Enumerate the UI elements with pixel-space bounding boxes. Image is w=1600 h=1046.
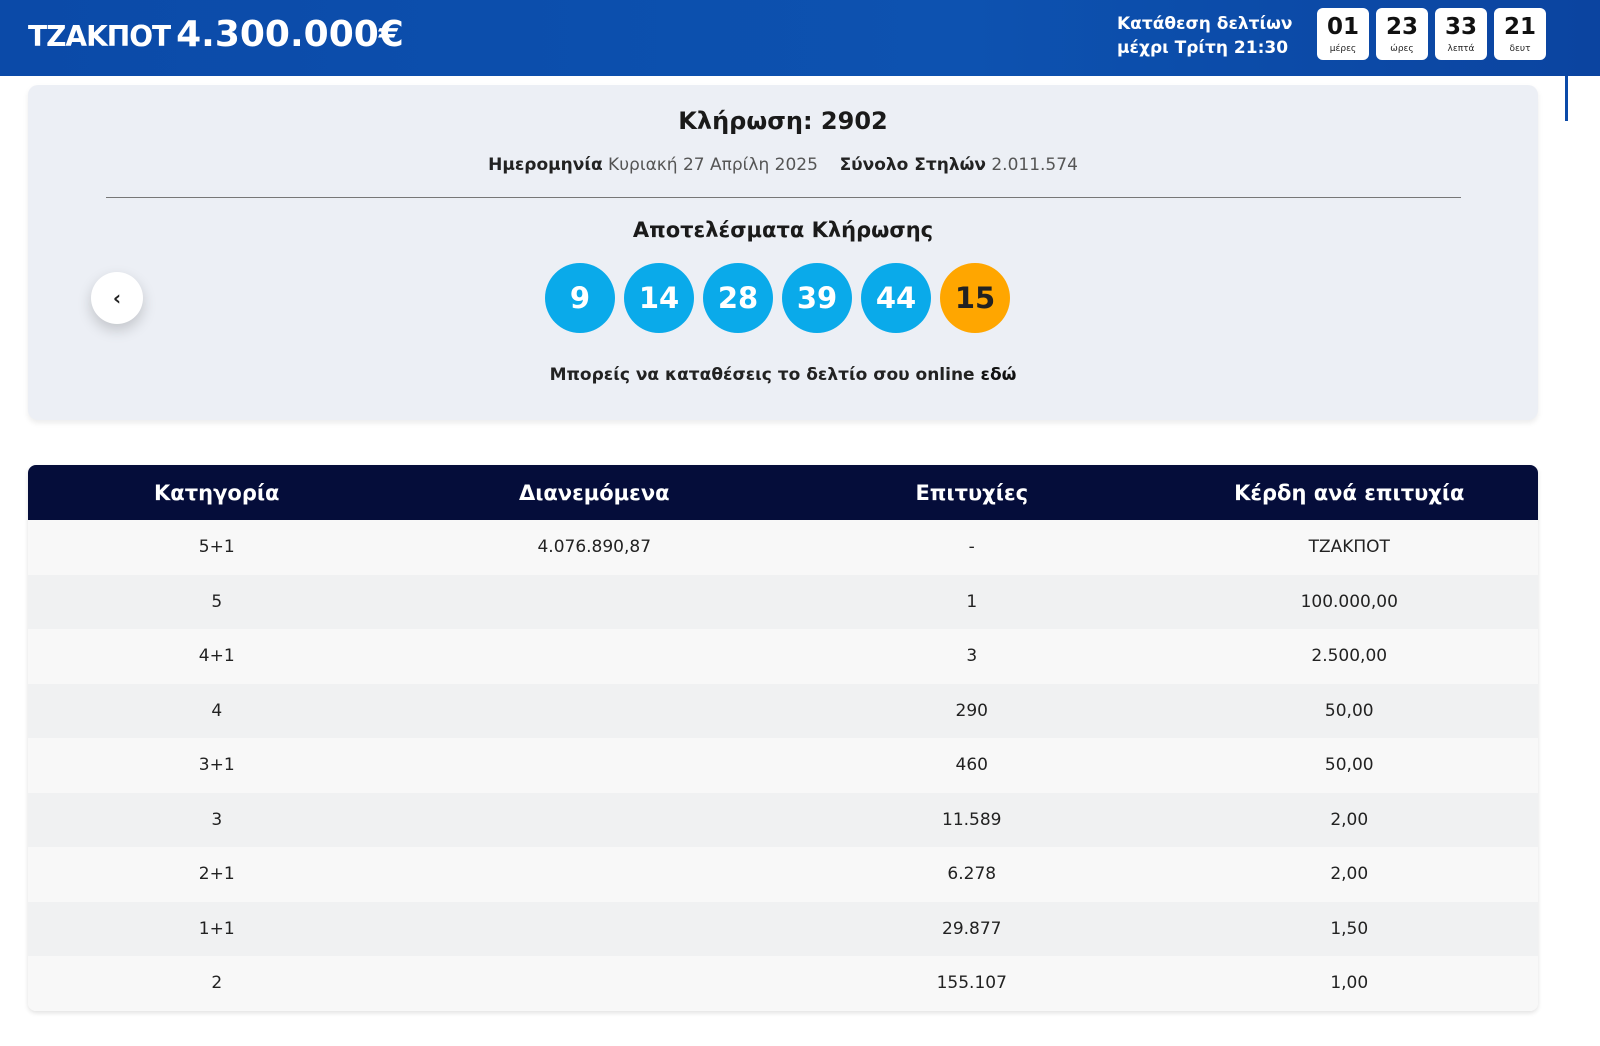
countdown-value: 01 [1326,14,1359,40]
prize-table: Κατηγορία Διανεμόμενα Επιτυχίες Κέρδη ανά ε… [28,465,1538,1011]
table-cell: 2,00 [1160,847,1538,902]
deadline-text: Κατάθεση δελτίων μέχρι Τρίτη 21:30 [1117,12,1293,60]
column-header: Επιτυχίες [783,465,1161,520]
bonus-ball: 15 [940,263,1010,333]
table-cell: 100.000,00 [1160,574,1538,629]
table-cell: 5 [28,574,406,629]
table-row: 3 11.589 2,00 [28,792,1538,847]
countdown-value: 23 [1385,14,1418,40]
table-row: 4+1 3 2.500,00 [28,629,1538,684]
draw-title: Κλήρωση: 2902 [678,107,888,135]
table-cell [405,792,783,847]
table-cell: 4+1 [28,629,406,684]
online-link[interactable]: εδώ [980,365,1017,385]
table-cell: 11.589 [783,792,1161,847]
number-ball: 28 [703,263,773,333]
jackpot-amount: 4.300.000€ [176,14,404,55]
table-cell: 5+1 [28,520,406,575]
scrollbar-edge [1565,76,1568,121]
countdown-ώρες: 23 ώρες [1376,8,1428,60]
deadline-line1: Κατάθεση δελτίων [1117,14,1293,34]
table-cell: 3+1 [28,738,406,793]
table-cell [405,629,783,684]
countdown-unit: λεπτά [1447,44,1475,54]
countdown-λεπτά: 33 λεπτά [1435,8,1487,60]
table-cell: 155.107 [783,956,1161,1011]
table-cell: 1,50 [1160,901,1538,956]
number-ball: 39 [782,263,852,333]
countdown-value: 33 [1444,14,1477,40]
table-cell: - [783,520,1161,575]
columns-label: Σύνολο Στηλών [839,155,986,175]
draw-card: Κλήρωση: 2902 Ημερομηνία Κυριακή 27 Απρί… [28,85,1538,420]
table-cell: ΤΖΑΚΠΟΤ [1160,520,1538,575]
table-cell [405,683,783,738]
table-cell: 50,00 [1160,738,1538,793]
countdown-μέρες: 01 μέρες [1317,8,1369,60]
table-cell: 2,00 [1160,792,1538,847]
date-label: Ημερομηνία [488,155,603,175]
table-cell: 460 [783,738,1161,793]
draw-meta: Ημερομηνία Κυριακή 27 Απρίλη 2025 Σύνολο… [28,155,1538,175]
results-title: Αποτελέσματα Κλήρωσης [632,218,934,242]
table-row: 5 1 100.000,00 [28,574,1538,629]
table-row: 4 290 50,00 [28,683,1538,738]
table-row: 2 155.107 1,00 [28,956,1538,1011]
countdown-value: 21 [1503,14,1536,40]
jackpot-banner: ΤΖΑΚΠΟΤ 4.300.000€ [28,14,404,55]
countdown-δευτ: 21 δευτ [1494,8,1546,60]
jackpot-label: ΤΖΑΚΠΟΤ [28,20,171,53]
table-cell: 1 [783,574,1161,629]
table-cell: 4 [28,683,406,738]
column-header: Κατηγορία [28,465,406,520]
deadline-line2: μέχρι Τρίτη 21:30 [1117,38,1289,58]
table-cell: 290 [783,683,1161,738]
table-cell [405,738,783,793]
online-message: Μπορείς να καταθέσεις το δελτίο σου onli… [549,365,975,385]
table-cell [405,901,783,956]
columns-value: 2.011.574 [991,155,1078,175]
countdown-unit: ώρες [1390,44,1414,54]
table-cell: 3 [783,629,1161,684]
table-cell: 2+1 [28,847,406,902]
divider [106,197,1461,198]
column-header: Διανεμόμενα [405,465,783,520]
table-cell: 3 [28,792,406,847]
table-row: 5+1 4.076.890,87- ΤΖΑΚΠΟΤ [28,520,1538,575]
table-cell: 6.278 [783,847,1161,902]
countdown-unit: μέρες [1329,44,1357,54]
table-cell: 2.500,00 [1160,629,1538,684]
table-cell: 50,00 [1160,683,1538,738]
column-header: Κέρδη ανά επιτυχία [1160,465,1538,520]
date-value: Κυριακή 27 Απρίλη 2025 [608,155,818,175]
table-cell [405,847,783,902]
table-cell: 4.076.890,87 [405,520,783,575]
online-text: Μπορείς να καταθέσεις το δελτίο σου onli… [28,365,1538,385]
top-banner: ΤΖΑΚΠΟΤ 4.300.000€ Κατάθεση δελτίων μέχρι… [0,0,1600,76]
number-ball: 44 [861,263,931,333]
number-ball: 14 [624,263,694,333]
table-cell: 1+1 [28,901,406,956]
table-cell [405,574,783,629]
table-cell [405,956,783,1011]
table-row: 2+1 6.278 2,00 [28,847,1538,902]
winning-numbers: 9 14 28 39 44 15 [545,263,1010,333]
table-cell: 1,00 [1160,956,1538,1011]
table-cell: 2 [28,956,406,1011]
chevron-left-icon: ‹ [112,286,122,310]
table-cell: 29.877 [783,901,1161,956]
table-row: 1+1 29.877 1,50 [28,901,1538,956]
previous-draw-button[interactable]: ‹ [91,272,143,324]
number-ball: 9 [545,263,615,333]
countdown-unit: δευτ [1509,44,1531,54]
table-row: 3+1 460 50,00 [28,738,1538,793]
